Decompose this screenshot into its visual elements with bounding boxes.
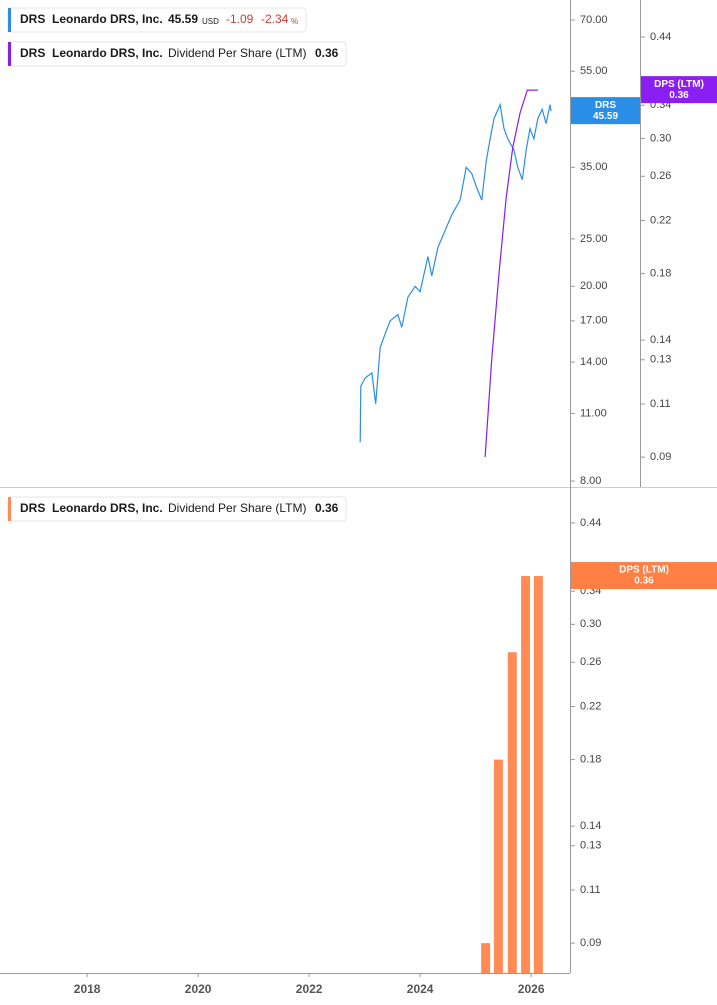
series-value: 0.36 xyxy=(315,501,339,515)
legend-swatch xyxy=(8,497,11,521)
change: -1.09 xyxy=(226,12,254,26)
y-tick-label: 0.22 xyxy=(580,700,601,712)
price-tag xyxy=(571,97,640,125)
y-tick-label: 17.00 xyxy=(580,315,608,327)
bar xyxy=(493,759,503,973)
legend-row: DRS Leonardo DRS, Inc. Dividend Per Shar… xyxy=(7,41,347,67)
y-tick-label: 0.30 xyxy=(650,132,671,144)
currency: USD xyxy=(202,17,219,26)
y-tick-label: 14.00 xyxy=(580,356,608,368)
x-tick-label: 2020 xyxy=(185,982,212,996)
y-tick-label: 0.44 xyxy=(580,517,601,529)
y-tick-label: 0.14 xyxy=(650,334,671,346)
price-tag-label: DPS (LTM) xyxy=(654,79,704,90)
y-tick-label: 11.00 xyxy=(580,407,607,419)
price-tag-value: 45.59 xyxy=(593,111,618,122)
ticker: DRS xyxy=(20,501,45,515)
ticker: DRS xyxy=(20,12,45,26)
y-tick-label: 0.26 xyxy=(580,656,601,668)
legend-swatch xyxy=(8,42,11,66)
legend-swatch xyxy=(8,8,11,32)
x-tick-label: 2026 xyxy=(518,982,545,996)
y-tick-label: 0.18 xyxy=(650,268,671,280)
bar xyxy=(481,943,491,973)
y-tick-label: 0.09 xyxy=(580,937,601,949)
y-tick-label: 0.13 xyxy=(580,840,601,852)
y-tick-label: 0.09 xyxy=(650,451,671,463)
y-tick-label: 0.44 xyxy=(650,31,671,43)
y-tick-label: 0.26 xyxy=(650,170,671,182)
bar xyxy=(507,652,517,973)
bar xyxy=(521,576,531,973)
price-tag-label: DPS (LTM) xyxy=(619,565,669,576)
y-tick-label: 0.30 xyxy=(580,618,601,630)
y-tick-label: 25.00 xyxy=(580,233,608,245)
y-tick-label: 0.14 xyxy=(580,820,601,832)
price-tag-value: 0.36 xyxy=(669,90,689,101)
price-tag-label: DRS xyxy=(595,100,616,111)
company: Leonardo DRS, Inc. xyxy=(52,46,163,60)
price: 45.59 xyxy=(168,12,198,26)
change-pct: -2.34 xyxy=(261,12,289,26)
company: Leonardo DRS, Inc. xyxy=(52,501,163,515)
ticker: DRS xyxy=(20,46,45,60)
series-line xyxy=(484,89,538,458)
y-tick-label: 0.11 xyxy=(580,884,601,896)
price-tag-value: 0.36 xyxy=(634,576,654,587)
bar xyxy=(533,576,543,973)
series-line xyxy=(359,102,552,443)
series-name: Dividend Per Share (LTM) xyxy=(168,501,307,515)
y-tick-label: 35.00 xyxy=(580,161,608,173)
price-tag xyxy=(571,562,717,590)
series-value: 0.36 xyxy=(315,46,339,60)
legend-row: DRS Leonardo DRS, Inc. 45.59 USD -1.09 -… xyxy=(7,7,307,33)
y-tick-label: 0.22 xyxy=(650,214,671,226)
y-tick-label: 8.00 xyxy=(580,475,601,487)
y-tick-label: 0.13 xyxy=(650,354,671,366)
y-tick-label: 20.00 xyxy=(580,280,608,292)
pct-sign: % xyxy=(291,17,298,26)
company: Leonardo DRS, Inc. xyxy=(52,12,163,26)
price-tag xyxy=(641,76,717,104)
y-tick-label: 55.00 xyxy=(580,65,608,77)
x-tick-label: 2024 xyxy=(407,982,434,996)
x-tick-label: 2018 xyxy=(74,982,101,996)
y-tick-label: 70.00 xyxy=(580,14,608,26)
y-tick-label: 0.18 xyxy=(580,753,601,765)
legend-row: DRS Leonardo DRS, Inc. Dividend Per Shar… xyxy=(7,496,347,522)
series-name: Dividend Per Share (LTM) xyxy=(168,46,307,60)
x-tick-label: 2022 xyxy=(296,982,323,996)
y-tick-label: 0.11 xyxy=(650,398,671,410)
